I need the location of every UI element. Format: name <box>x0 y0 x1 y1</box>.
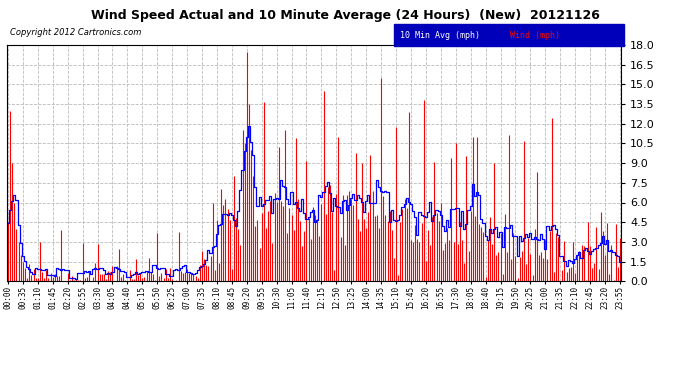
Text: Wind (mph): Wind (mph) <box>511 31 560 40</box>
Text: Wind Speed Actual and 10 Minute Average (24 Hours)  (New)  20121126: Wind Speed Actual and 10 Minute Average … <box>90 9 600 22</box>
FancyBboxPatch shape <box>394 24 624 46</box>
Text: Copyright 2012 Cartronics.com: Copyright 2012 Cartronics.com <box>10 28 141 37</box>
Text: 10 Min Avg (mph): 10 Min Avg (mph) <box>400 31 480 40</box>
